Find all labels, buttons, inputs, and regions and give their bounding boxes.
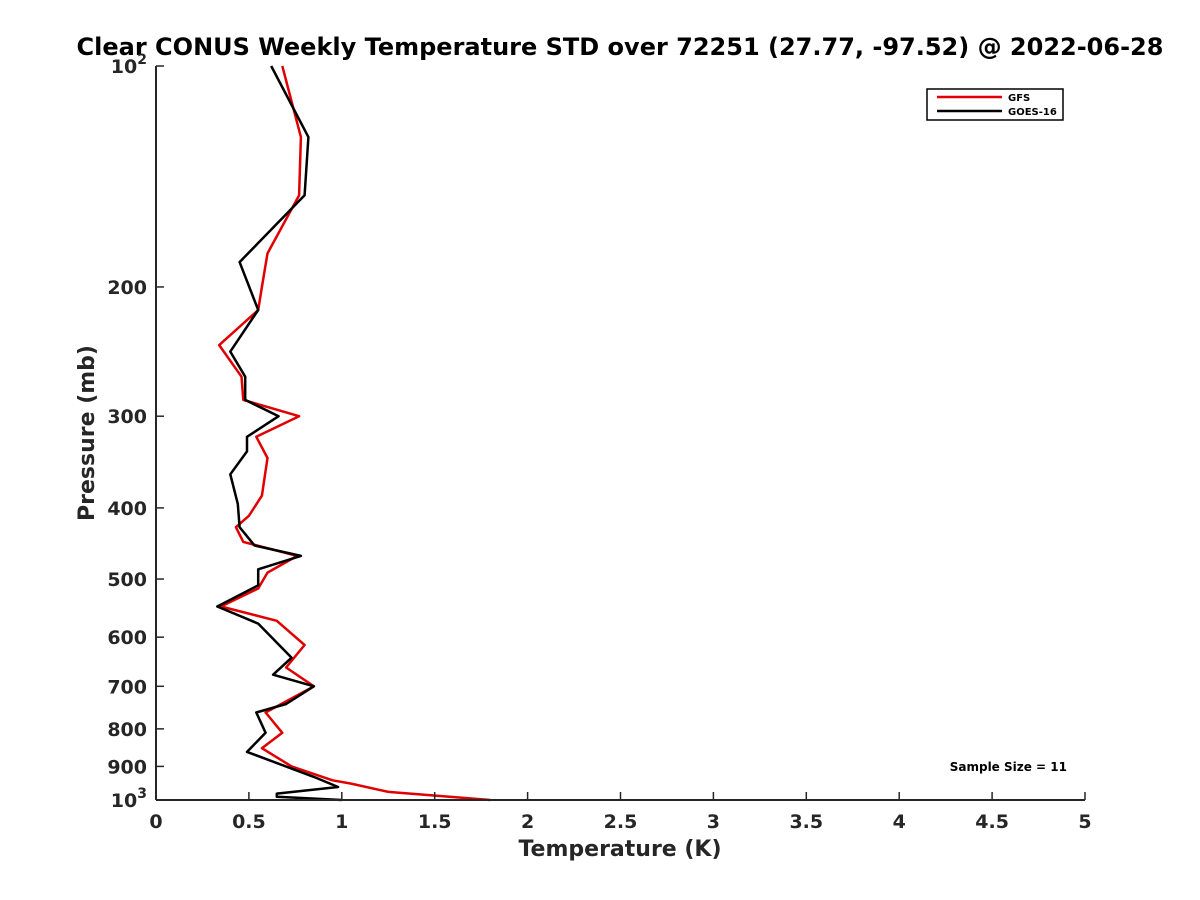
y-tick-label: 800: [107, 719, 147, 741]
x-tick-label: 2: [521, 811, 534, 833]
x-ticks: 0 0.5 1 1.5 2 2.5 3 3.5 4 4.5 5: [149, 792, 1092, 833]
y-tick-label: 900: [107, 756, 147, 778]
series-line-gfs: [217, 65, 491, 802]
y-tick-label: 102: [111, 52, 147, 78]
y-tick-label: 103: [111, 786, 147, 812]
x-tick-label: 0.5: [232, 811, 266, 833]
x-tick-label: 2.5: [604, 811, 638, 833]
y-tick-label: 300: [107, 406, 147, 428]
legend-label-goes16: GOES-16: [1008, 107, 1057, 118]
y-tick-label: 200: [107, 277, 147, 299]
x-tick-label: 3: [707, 811, 720, 833]
x-tick-label: 3.5: [789, 811, 823, 833]
y-tick-label: 500: [107, 569, 147, 591]
legend-label-gfs: GFS: [1008, 93, 1030, 104]
series-line-goes16: [216, 65, 342, 802]
x-tick-label: 1: [335, 811, 348, 833]
plot-area: 0 0.5 1 1.5 2 2.5 3 3.5 4 4.5 5 102 200 300 400 500 600…: [107, 52, 1091, 833]
y-tick-label: 700: [107, 676, 147, 698]
y-tick-label: 400: [107, 498, 147, 520]
y-ticks: 102 200 300 400 500 600 700 800 900 103: [107, 52, 164, 812]
x-tick-label: 1.5: [418, 811, 452, 833]
x-tick-label: 4: [893, 811, 906, 833]
x-axis-label: Temperature (K): [518, 837, 721, 862]
series-layer: [216, 65, 491, 802]
chart-title: Clear CONUS Weekly Temperature STD over …: [77, 33, 1164, 61]
x-tick-label: 4.5: [975, 811, 1009, 833]
sample-size-annotation: Sample Size = 11: [950, 760, 1067, 774]
y-axis-label: Pressure (mb): [75, 345, 100, 521]
legend-box: [926, 88, 1064, 121]
legend: GFS GOES-16: [926, 88, 1064, 121]
y-tick-label: 600: [107, 627, 147, 649]
x-tick-label: 5: [1078, 811, 1091, 833]
x-tick-label: 0: [149, 811, 162, 833]
